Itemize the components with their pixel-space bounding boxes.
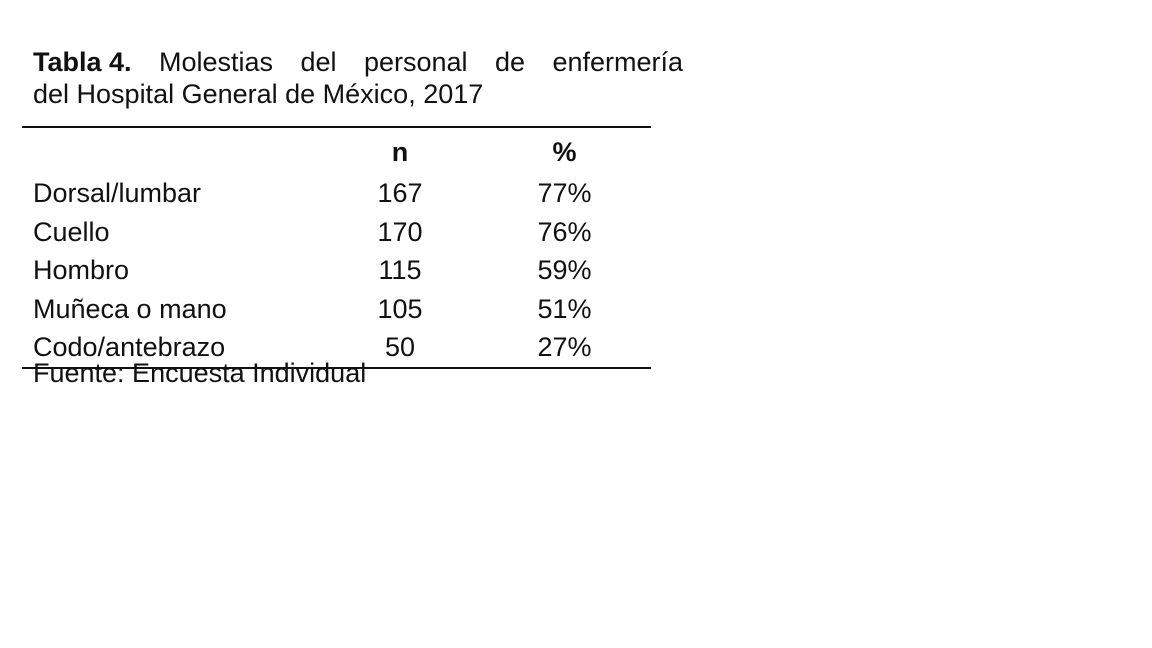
row-name: Muñeca o mano [33,293,227,324]
table-row: Cuello 170 76% [22,213,651,252]
caption-line-2: del Hospital General de México, 2017 [33,79,484,109]
table-caption: Tabla 4. Molestias del personal de enfer… [33,46,683,110]
row-name: Codo/antebrazo [33,332,226,362]
caption-word: personal [363,47,468,77]
caption-word: del [300,47,337,77]
table-header-row: n % [22,127,651,174]
caption-line-1: Tabla 4. Molestias del personal de enfer… [33,46,683,78]
table-row: Muñeca o mano 105 51% [22,290,651,329]
row-n: 115 [378,255,422,285]
caption-word: enfermería [552,47,683,77]
row-n: 167 [377,178,423,208]
row-percent: 51% [537,293,592,324]
header-category [22,127,322,174]
table-row: Hombro 115 59% [22,251,651,290]
row-percent: 77% [537,178,592,208]
data-table: n % Dorsal/lumbar 167 77% Cuello 170 76%… [22,126,651,369]
caption-word: Molestias [158,47,274,77]
header-percent: % [552,137,577,167]
row-percent: 59% [537,255,592,285]
row-name: Cuello [33,216,110,247]
row-n: 50 [384,332,416,362]
row-name: Dorsal/lumbar [33,178,202,208]
row-percent: 27% [537,332,592,362]
row-percent: 76% [537,216,592,247]
caption-word: de [494,47,525,77]
table-source-note: Fuente: Encuesta Individual [33,358,367,388]
header-n: n [391,137,409,167]
table-row: Codo/antebrazo 50 27% [22,328,651,368]
row-name: Hombro [33,255,130,285]
row-n: 105 [377,293,423,324]
data-table-container: n % Dorsal/lumbar 167 77% Cuello 170 76%… [22,126,651,369]
table-row: Dorsal/lumbar 167 77% [22,174,651,213]
table-label: Tabla 4. [33,47,132,77]
row-n: 170 [377,216,423,247]
